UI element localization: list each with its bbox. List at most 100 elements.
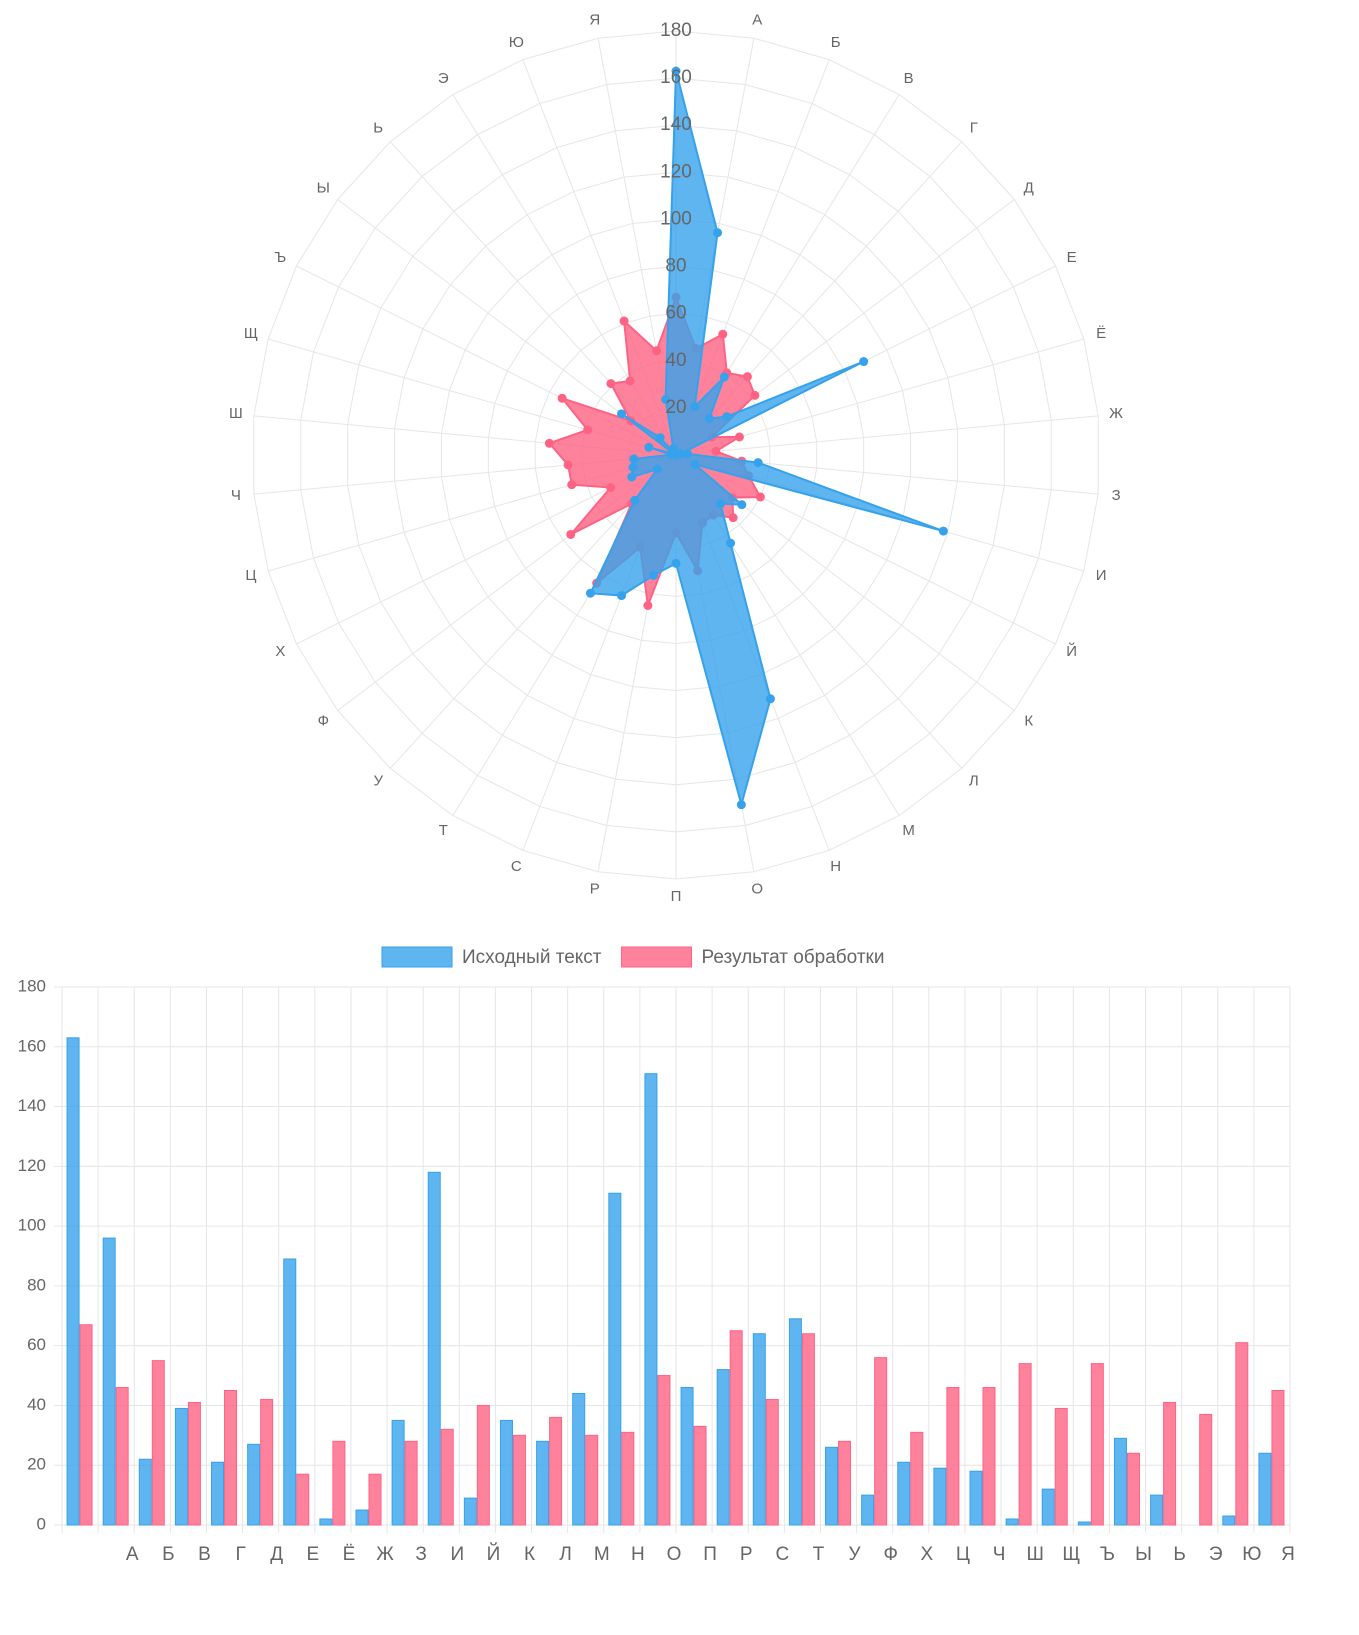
bar — [355, 1509, 369, 1526]
spoke — [389, 454, 677, 769]
x-tick-label: Ю — [1242, 1544, 1261, 1565]
bar — [549, 1416, 563, 1526]
radar-point — [628, 462, 638, 472]
radar-point — [715, 499, 725, 509]
bar — [283, 1258, 297, 1526]
bar — [874, 1357, 888, 1526]
point-label: Ш — [229, 405, 243, 422]
y-tick-label: 80 — [27, 1275, 46, 1294]
x-tick-label: Ф — [883, 1544, 897, 1565]
bar — [1258, 1452, 1272, 1526]
x-tick-label: Р — [740, 1544, 753, 1565]
radar-point — [668, 443, 678, 453]
bar — [536, 1440, 550, 1526]
x-tick-label: Э — [1209, 1544, 1223, 1565]
x-tick-label: А — [126, 1544, 139, 1565]
point-label: А — [752, 11, 762, 28]
bar — [102, 1237, 116, 1526]
r-tick-label: 140 — [660, 114, 692, 135]
bar — [982, 1387, 996, 1526]
bar — [512, 1434, 526, 1526]
radar-point — [585, 588, 595, 598]
x-tick-label: М — [594, 1544, 610, 1565]
radar-point — [544, 438, 554, 448]
y-tick-label: 180 — [18, 976, 46, 995]
radar-point — [713, 228, 723, 238]
point-label: Н — [830, 858, 841, 875]
bar — [332, 1440, 346, 1526]
bar — [1150, 1494, 1164, 1526]
bar — [621, 1431, 635, 1526]
bar — [716, 1369, 730, 1526]
x-tick-label: П — [703, 1544, 717, 1565]
point-label: Т — [439, 822, 448, 839]
x-tick-label: Й — [487, 1543, 501, 1565]
x-tick-label: Ж — [376, 1544, 394, 1565]
x-tick-label: Д — [270, 1544, 283, 1565]
bar — [79, 1324, 93, 1526]
radar-point — [606, 379, 616, 389]
x-tick-label: Я — [1281, 1544, 1295, 1565]
radar-point — [734, 432, 744, 442]
point-label: Х — [275, 643, 285, 660]
bar — [1235, 1342, 1249, 1526]
bar — [319, 1518, 333, 1526]
radar-point — [728, 513, 738, 523]
x-tick-label: Е — [306, 1544, 319, 1565]
x-tick-label: Г — [235, 1544, 245, 1565]
radar-point — [753, 458, 763, 468]
bar — [138, 1458, 152, 1526]
radar-point — [583, 425, 593, 435]
point-label: Ю — [509, 34, 524, 51]
radar-point — [629, 454, 639, 464]
radar-point — [690, 459, 700, 469]
point-label: Ы — [317, 180, 330, 197]
bar — [680, 1387, 694, 1526]
bar — [838, 1440, 852, 1526]
x-tick-label: Ш — [1026, 1544, 1043, 1565]
radar-point — [719, 372, 729, 382]
bar — [391, 1419, 405, 1526]
x-tick-label: В — [198, 1544, 211, 1565]
point-label: Ж — [1109, 405, 1123, 422]
r-tick-label: 120 — [660, 161, 692, 182]
radar-point — [690, 402, 700, 412]
bar — [1018, 1363, 1032, 1526]
radar-point — [755, 492, 765, 502]
bar — [801, 1333, 815, 1526]
r-tick-label: 100 — [660, 208, 692, 229]
radar-point — [683, 449, 693, 459]
bar — [1163, 1401, 1177, 1526]
x-tick-label: О — [667, 1544, 682, 1565]
point-label: Ф — [318, 712, 329, 729]
x-tick-label: У — [849, 1544, 862, 1565]
point-label: О — [751, 880, 763, 897]
bar — [910, 1431, 924, 1526]
bar — [499, 1419, 513, 1526]
point-label: М — [902, 822, 915, 839]
radar-point — [750, 390, 760, 400]
y-tick-label: 60 — [27, 1335, 46, 1354]
radar-point — [671, 558, 681, 568]
r-tick-label: 160 — [660, 67, 692, 88]
point-label: Ъ — [274, 249, 286, 266]
bar — [66, 1037, 80, 1526]
x-tick-label: Ы — [1135, 1544, 1152, 1565]
radar-point — [606, 483, 616, 493]
bar — [644, 1073, 658, 1526]
point-label: Ц — [245, 567, 256, 584]
x-tick-label: Ь — [1173, 1544, 1185, 1565]
point-label: Ё — [1096, 325, 1106, 342]
x-tick-label: Ц — [956, 1544, 970, 1565]
radar-point — [718, 329, 728, 339]
bar — [1005, 1518, 1019, 1526]
bar — [752, 1333, 766, 1526]
bar — [1199, 1413, 1213, 1526]
x-tick-label: Н — [631, 1544, 645, 1565]
radar-point — [652, 346, 662, 356]
radar-point — [671, 66, 681, 76]
radar-point — [567, 480, 577, 490]
bar — [224, 1390, 238, 1526]
